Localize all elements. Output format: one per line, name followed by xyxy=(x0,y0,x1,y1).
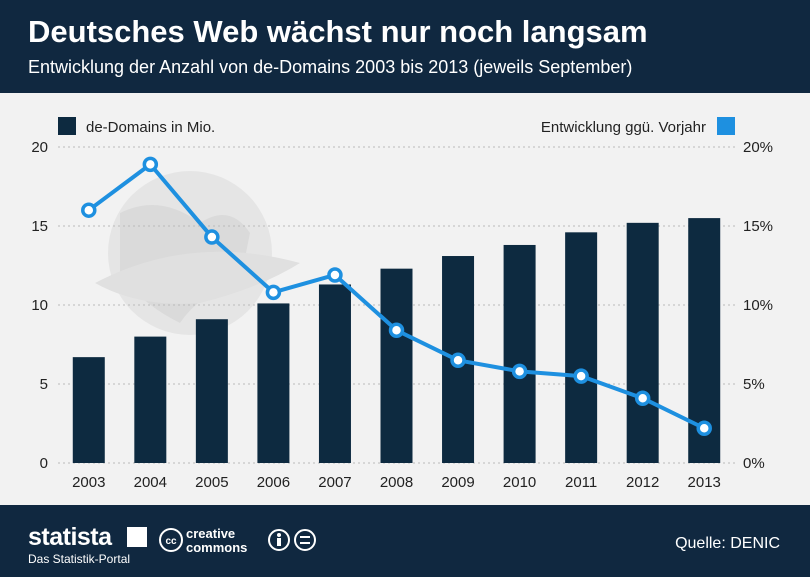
legend-label-line: Entwicklung ggü. Vorjahr xyxy=(541,119,706,136)
legend-swatch-line xyxy=(717,117,735,135)
source-label: Quelle: DENIC xyxy=(675,535,780,552)
legend: de-Domains in Mio. Entwicklung ggü. Vorj… xyxy=(58,117,735,136)
footer: statista Das Statistik-Portal cc creativ… xyxy=(0,505,810,577)
growth-point xyxy=(573,368,589,384)
cc-commons-text: commons xyxy=(186,540,247,554)
bar xyxy=(257,303,290,463)
x-tick: 2013 xyxy=(688,474,721,491)
chart-area: 0 5 10 15 20 0% 5% 10% 15% 20% 2003 2004 2005 2006 200… xyxy=(0,93,810,505)
x-tick: 2011 xyxy=(565,474,597,491)
growth-point xyxy=(204,229,220,245)
growth-point xyxy=(388,322,405,339)
growth-point xyxy=(511,363,528,380)
y-left-tick: 0 xyxy=(40,455,48,472)
bar xyxy=(134,336,167,463)
creative-commons-badge[interactable]: cc creative commons xyxy=(158,524,328,554)
growth-line xyxy=(81,156,712,436)
bars xyxy=(72,218,721,463)
x-tick: 2007 xyxy=(318,474,351,491)
bar xyxy=(72,357,105,463)
bar xyxy=(380,268,413,463)
bar xyxy=(195,319,228,463)
x-tick: 2006 xyxy=(257,474,290,491)
statista-logo[interactable]: statista xyxy=(28,523,112,551)
cc-mark: cc xyxy=(165,536,177,547)
growth-point xyxy=(696,420,712,436)
attribution-icon xyxy=(268,529,290,551)
statista-flag-icon xyxy=(127,527,147,547)
cc-creative-text: creative xyxy=(186,526,235,541)
legend-swatch-bars xyxy=(58,117,76,135)
y-left-tick: 20 xyxy=(31,139,48,156)
no-derivatives-icon xyxy=(294,529,316,551)
legend-label-bars: de-Domains in Mio. xyxy=(86,119,215,136)
axes: 0 5 10 15 20 0% 5% 10% 15% 20% 2003 2004 2005 2006 200… xyxy=(31,139,773,491)
x-tick: 2004 xyxy=(134,474,167,491)
growth-point xyxy=(450,352,466,369)
globe-swoosh xyxy=(95,251,300,304)
y-right-tick: 10% xyxy=(743,297,773,314)
bar xyxy=(565,232,598,463)
growth-point xyxy=(142,156,159,173)
growth-point xyxy=(327,267,343,283)
y-left-tick: 10 xyxy=(31,297,48,314)
x-tick: 2012 xyxy=(626,474,659,491)
x-tick: 2010 xyxy=(503,474,536,491)
growth-point xyxy=(81,202,97,218)
cc-circle-icon xyxy=(159,528,183,552)
x-tick: 2003 xyxy=(72,474,105,491)
chart-title: Deutsches Web wächst nur noch langsam xyxy=(28,14,648,49)
bar xyxy=(503,244,536,463)
y-left-tick: 15 xyxy=(31,218,48,235)
y-right-tick: 20% xyxy=(743,139,773,156)
header: Deutsches Web wächst nur noch langsam En… xyxy=(0,0,810,93)
bar xyxy=(626,222,659,463)
growth-point xyxy=(634,390,651,406)
y-right-tick: 0% xyxy=(743,455,765,472)
x-tick: 2009 xyxy=(441,474,474,491)
chart-subtitle: Entwicklung der Anzahl von de-Domains 20… xyxy=(28,57,633,77)
x-tick: 2008 xyxy=(380,474,413,491)
y-right-tick: 5% xyxy=(743,376,765,393)
chart-svg: 0 5 10 15 20 0% 5% 10% 15% 20% 2003 2004 2005 2006 200… xyxy=(31,117,773,491)
statista-tagline: Das Statistik-Portal xyxy=(28,552,131,566)
x-tick: 2005 xyxy=(195,474,228,491)
y-left-tick: 5 xyxy=(40,376,48,393)
y-right-tick: 15% xyxy=(743,218,773,235)
bar xyxy=(318,284,351,463)
growth-point xyxy=(265,284,282,301)
